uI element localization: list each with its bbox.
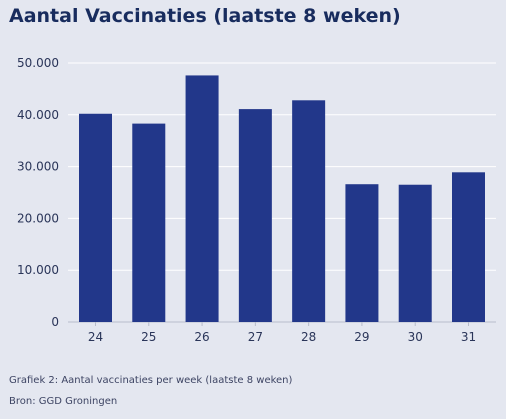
bar-week-28 bbox=[292, 100, 326, 323]
bars bbox=[79, 75, 485, 323]
y-tick-label: 20.000 bbox=[17, 211, 59, 225]
bar-week-30 bbox=[398, 184, 432, 322]
chart-caption: Grafiek 2: Aantal vaccinaties per week (… bbox=[9, 375, 293, 386]
bar-week-26 bbox=[185, 75, 219, 322]
x-axis-ticks: 24 25 26 27 28 29 30 31 bbox=[88, 322, 476, 344]
x-tick-label: 25 bbox=[141, 330, 156, 344]
bar-week-29 bbox=[345, 184, 379, 322]
x-tick-label: 27 bbox=[248, 330, 263, 344]
x-tick-label: 28 bbox=[301, 330, 316, 344]
y-tick-label: 30.000 bbox=[17, 160, 59, 174]
x-tick-label: 31 bbox=[461, 330, 476, 344]
x-tick-label: 26 bbox=[194, 330, 209, 344]
bar-week-25 bbox=[132, 123, 166, 322]
chart-source: Bron: GGD Groningen bbox=[9, 396, 118, 407]
y-tick-label: 40.000 bbox=[17, 108, 59, 122]
x-tick-label: 24 bbox=[88, 330, 103, 344]
x-tick-label: 30 bbox=[408, 330, 423, 344]
y-tick-label: 0 bbox=[51, 315, 59, 329]
y-axis-ticks: 0 10.000 20.000 30.000 40.000 50.000 bbox=[17, 56, 59, 329]
y-tick-label: 50.000 bbox=[17, 56, 59, 70]
bar-week-27 bbox=[238, 109, 272, 323]
chart-title: Aantal Vaccinaties (laatste 8 weken) bbox=[9, 5, 401, 27]
bar-week-24 bbox=[79, 113, 112, 322]
bar-week-31 bbox=[452, 172, 485, 322]
x-tick-label: 29 bbox=[354, 330, 369, 344]
y-tick-label: 10.000 bbox=[17, 263, 59, 277]
gridlines bbox=[68, 62, 496, 323]
